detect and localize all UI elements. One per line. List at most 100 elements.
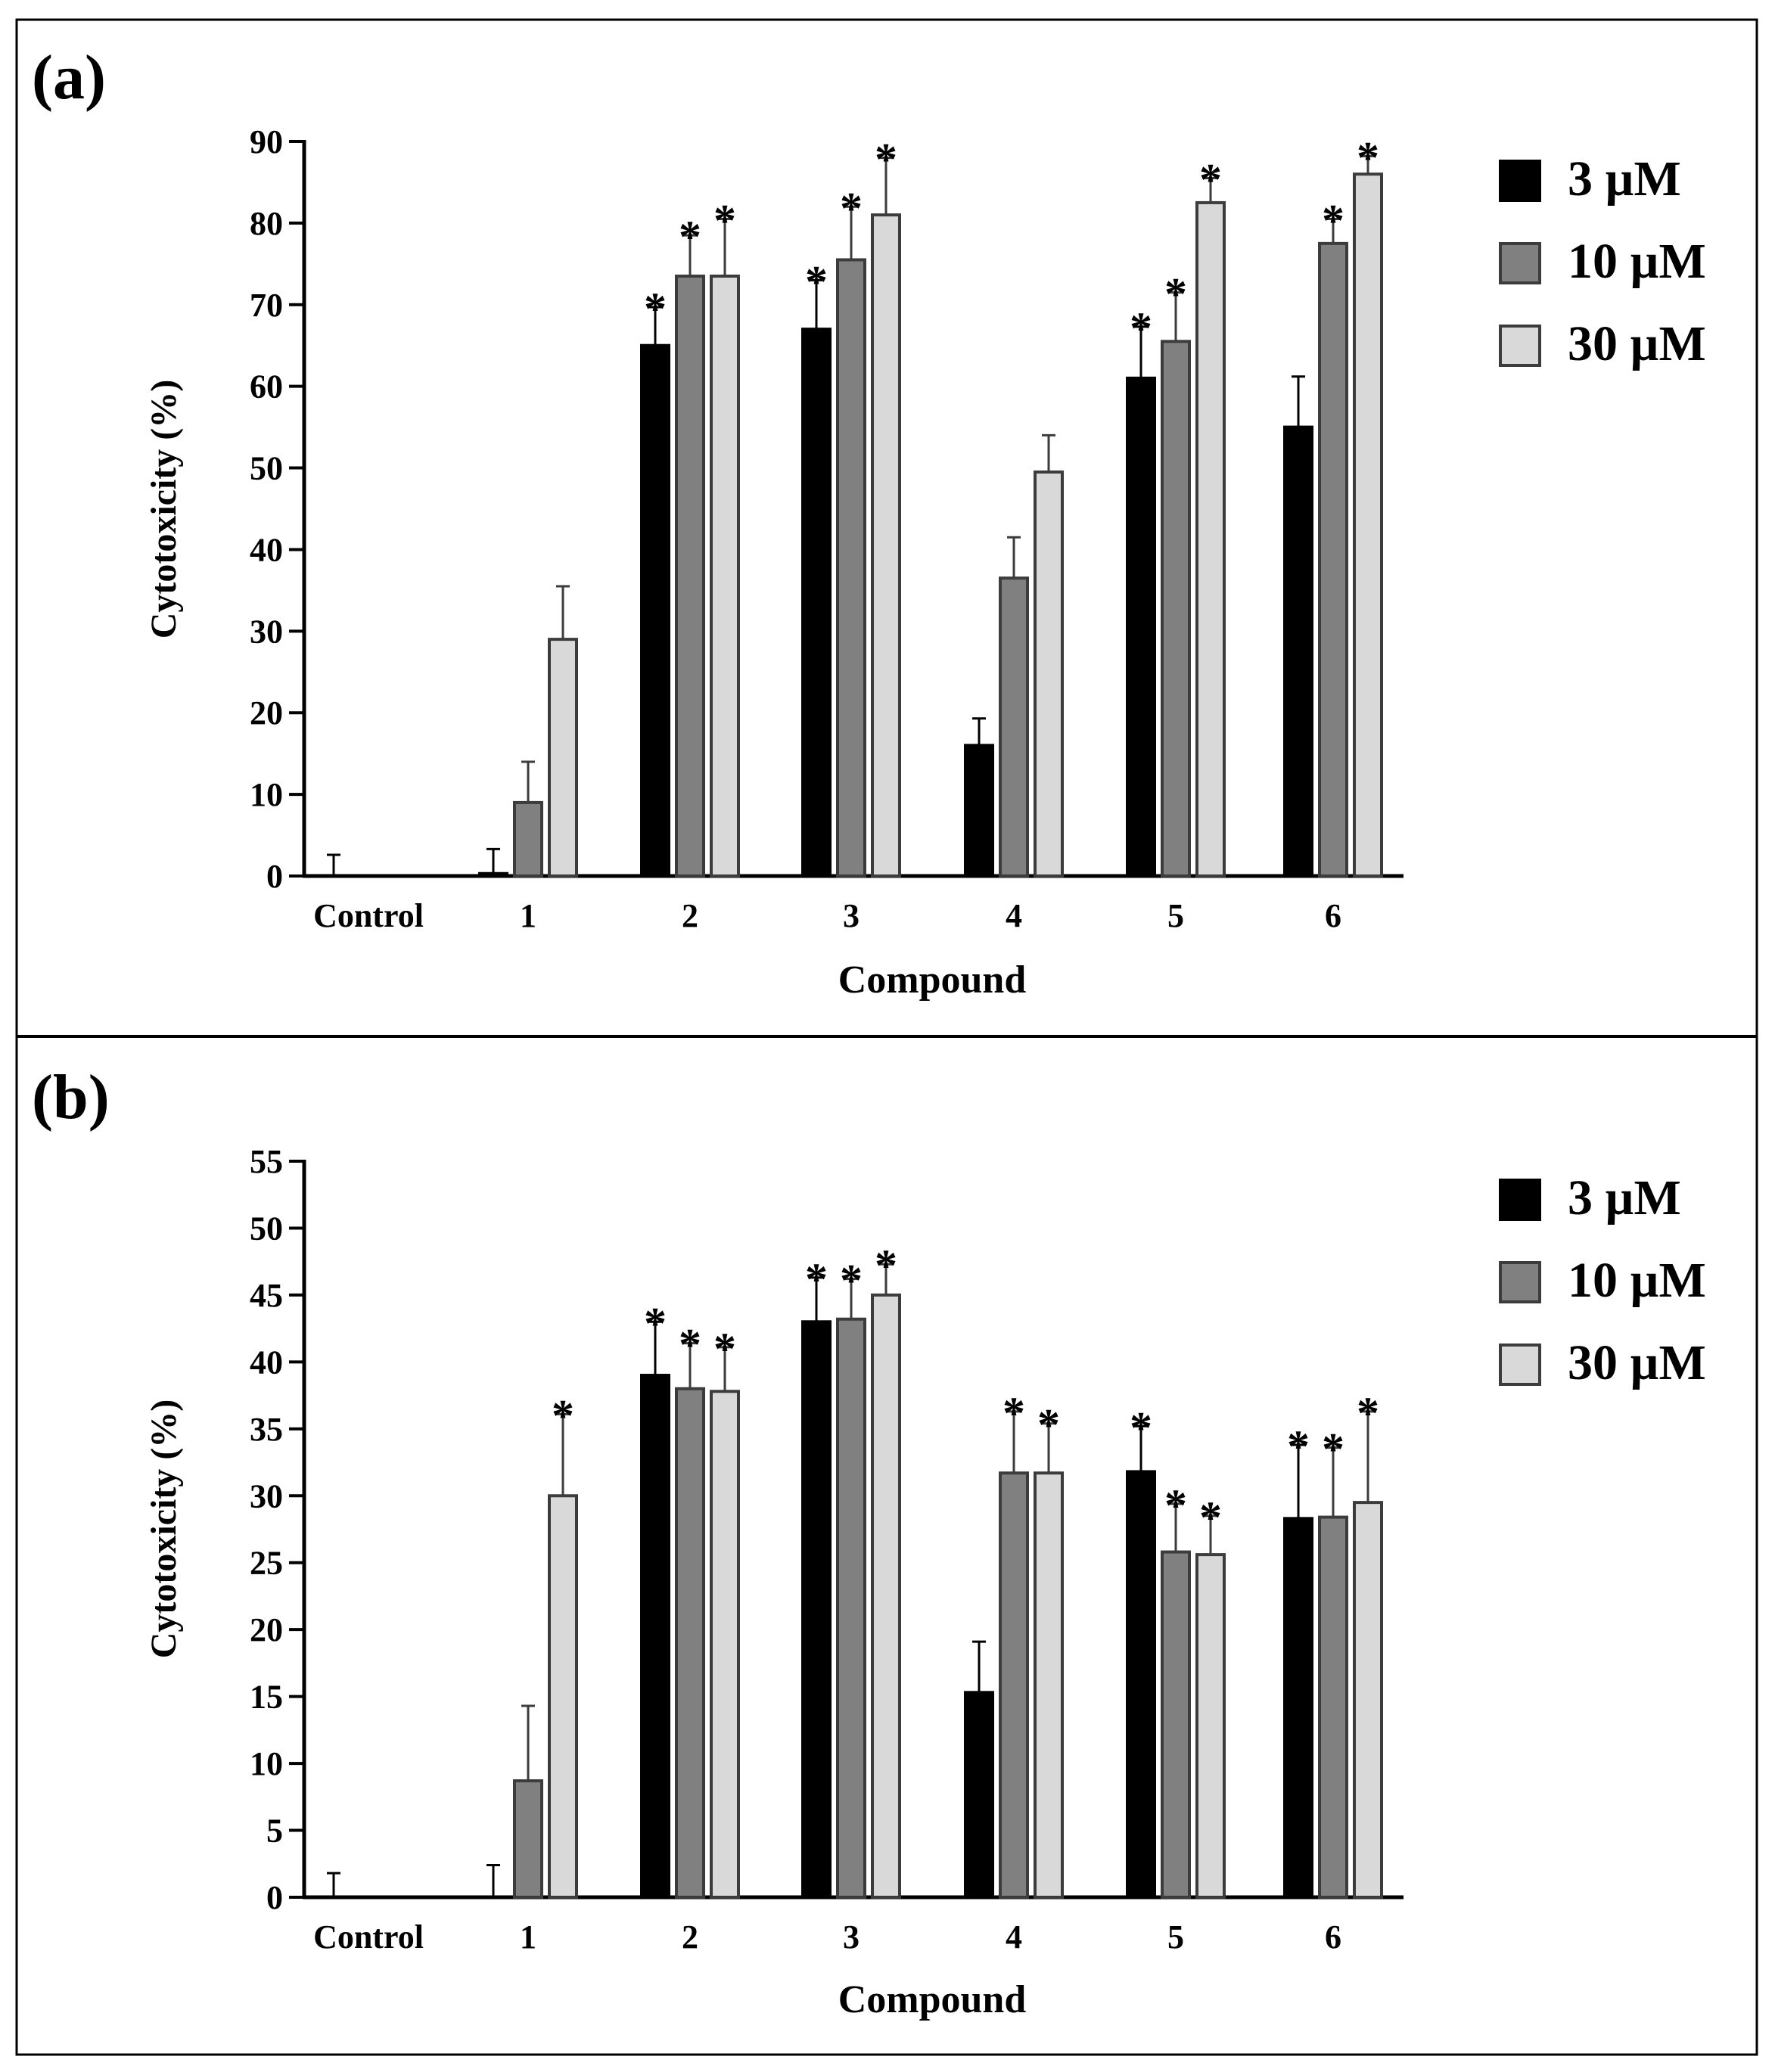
y-tick-label: 60 <box>250 368 283 405</box>
y-tick-label: 35 <box>250 1411 283 1448</box>
bar-s2-3 <box>836 258 866 878</box>
bar-s3-6 <box>1353 1501 1383 1899</box>
y-tick-label: 50 <box>250 1210 283 1247</box>
bar-s1-5 <box>1126 376 1156 878</box>
y-tick-label: 40 <box>250 1344 283 1381</box>
y-tick-label: 40 <box>250 531 283 568</box>
x-tick-label: 1 <box>520 1918 536 1956</box>
significance-asterisk: * <box>1287 1421 1310 1471</box>
legend-label: 3 µM <box>1568 151 1681 207</box>
y-tick-label: 15 <box>250 1679 283 1716</box>
y-tick-label: 80 <box>250 205 283 242</box>
bar-s2-6 <box>1318 1515 1348 1899</box>
panel-label: (b) <box>32 1062 110 1132</box>
y-tick-label: 45 <box>250 1277 283 1314</box>
significance-asterisk: * <box>713 1324 736 1374</box>
x-tick-label: 2 <box>682 897 698 934</box>
y-tick-label: 10 <box>250 1745 283 1782</box>
significance-asterisk: * <box>1357 132 1379 182</box>
significance-asterisk: * <box>1322 1424 1344 1474</box>
significance-asterisk: * <box>1003 1388 1025 1438</box>
y-tick-label: 20 <box>250 1611 283 1648</box>
x-tick-label: 3 <box>843 1918 860 1956</box>
significance-asterisk: * <box>679 1320 701 1370</box>
significance-asterisk: * <box>1037 1400 1060 1450</box>
y-tick-label: 0 <box>266 1879 283 1916</box>
significance-asterisk: * <box>1199 1493 1222 1542</box>
legend-swatch <box>1499 325 1541 367</box>
bar-s2-5 <box>1161 340 1191 878</box>
x-tick-label: 3 <box>843 897 860 934</box>
legend-swatch <box>1499 1261 1541 1303</box>
y-tick-label: 5 <box>266 1813 283 1850</box>
significance-asterisk: * <box>1130 1403 1152 1452</box>
significance-asterisk: * <box>1357 1388 1379 1438</box>
y-axis-title: Cytotoxicity (%) <box>144 1399 184 1659</box>
bar-s3-4 <box>1034 470 1064 878</box>
significance-asterisk: * <box>1130 303 1152 353</box>
y-tick-label: 70 <box>250 287 283 324</box>
y-tick-label: 90 <box>250 123 283 160</box>
bar-s1-2 <box>640 343 670 878</box>
significance-asterisk: * <box>875 135 897 185</box>
bar-s2-2 <box>675 1387 705 1899</box>
significance-asterisk: * <box>1199 155 1222 205</box>
bar-s1-6 <box>1283 1517 1313 1900</box>
legend-label: 10 µM <box>1568 234 1706 289</box>
bar-s2-5 <box>1161 1550 1191 1899</box>
significance-asterisk: * <box>1322 195 1344 245</box>
significance-asterisk: * <box>1164 269 1187 319</box>
x-tick-label: 5 <box>1167 1918 1184 1956</box>
bar-s3-3 <box>871 1293 901 1899</box>
legend-swatch <box>1499 1179 1541 1221</box>
bar-s2-3 <box>836 1317 866 1899</box>
x-tick-label: 4 <box>1006 1918 1022 1956</box>
significance-asterisk: * <box>840 183 863 233</box>
x-tick-label: 6 <box>1325 897 1341 934</box>
y-axis-title: Cytotoxicity (%) <box>144 380 184 639</box>
significance-asterisk: * <box>875 1241 897 1291</box>
bar-s2-6 <box>1318 241 1348 878</box>
bar-s3-5 <box>1195 1553 1226 1900</box>
bar-s1-3 <box>801 1320 832 1899</box>
legend-swatch <box>1499 242 1541 284</box>
x-axis-title: Compound <box>838 1978 1027 2021</box>
panel-label: (a) <box>32 42 106 113</box>
significance-asterisk: * <box>713 195 736 245</box>
bar-s3-6 <box>1353 172 1383 878</box>
bar-s2-4 <box>999 576 1029 878</box>
y-tick-label: 0 <box>266 858 283 895</box>
bar-s3-2 <box>710 275 740 878</box>
y-tick-label: 30 <box>250 1477 283 1514</box>
significance-asterisk: * <box>805 1254 828 1304</box>
y-tick-label: 25 <box>250 1545 283 1582</box>
bar-s2-1 <box>513 1779 543 1900</box>
legend-label: 10 µM <box>1568 1253 1706 1308</box>
x-tick-label: Control <box>313 1918 424 1956</box>
bar-s1-2 <box>640 1374 670 1899</box>
bar-s3-1 <box>548 1494 578 1899</box>
bar-s1-6 <box>1283 425 1313 878</box>
significance-asterisk: * <box>805 256 828 306</box>
significance-asterisk: * <box>840 1256 863 1306</box>
x-tick-label: Control <box>313 897 424 934</box>
significance-asterisk: * <box>1164 1480 1187 1530</box>
bar-s3-5 <box>1195 200 1226 878</box>
significance-asterisk: * <box>644 1298 667 1348</box>
legend-swatch <box>1499 1344 1541 1386</box>
bar-s3-2 <box>710 1390 740 1900</box>
x-axis-title: Compound <box>838 958 1027 1002</box>
y-tick-label: 50 <box>250 450 283 487</box>
legend-label: 30 µM <box>1568 316 1706 371</box>
y-tick-label: 20 <box>250 694 283 732</box>
x-tick-label: 4 <box>1006 897 1022 934</box>
y-tick-label: 30 <box>250 613 283 650</box>
significance-asterisk: * <box>552 1390 574 1440</box>
bar-s3-3 <box>871 213 901 878</box>
x-tick-label: 5 <box>1167 897 1184 934</box>
x-tick-label: 2 <box>682 1918 698 1956</box>
bar-s2-2 <box>675 275 705 878</box>
significance-asterisk: * <box>679 212 701 262</box>
x-tick-label: 1 <box>520 897 536 934</box>
